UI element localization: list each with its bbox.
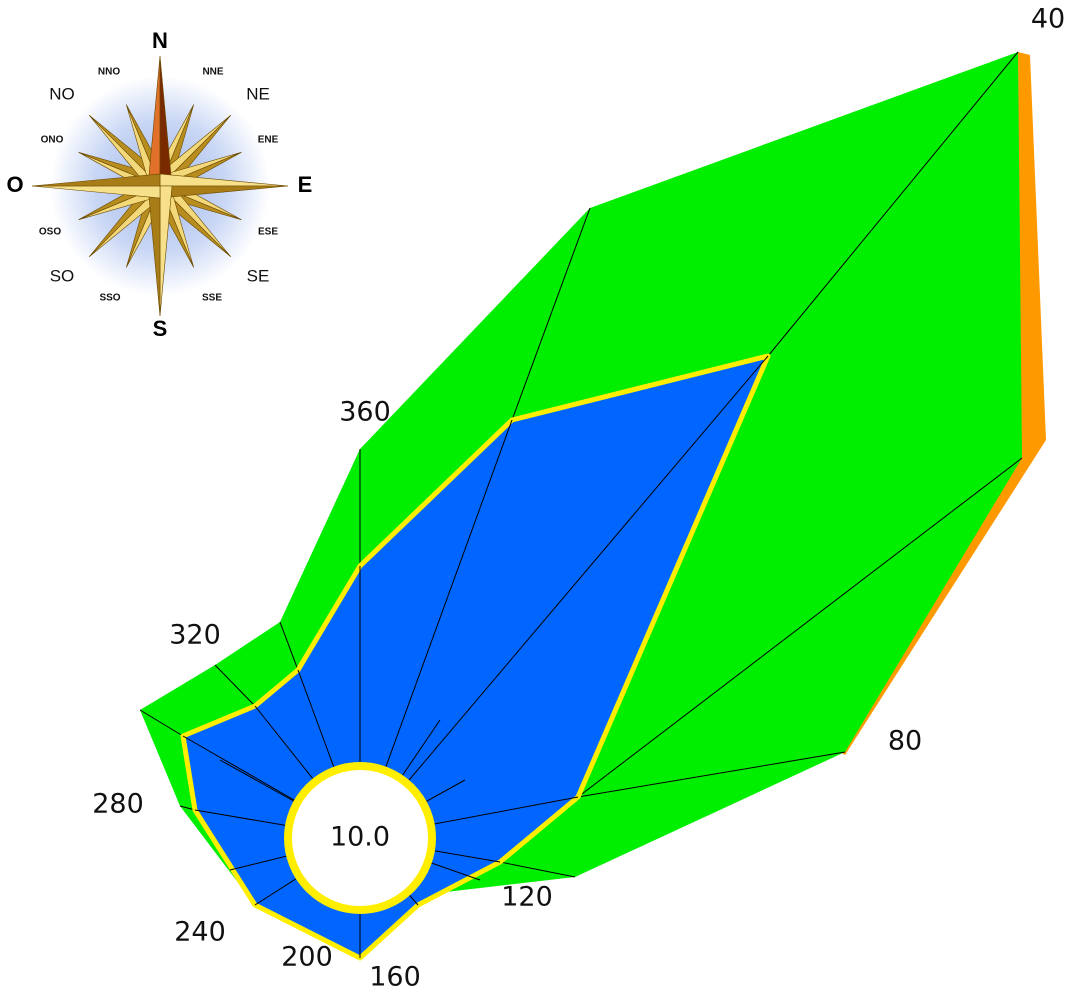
- center-label: 10.0: [330, 822, 390, 853]
- compass-label: E: [298, 172, 313, 197]
- compass-label: O: [6, 172, 23, 197]
- direction-label: 240: [174, 917, 226, 948]
- compass-label: NE: [246, 84, 270, 103]
- compass-label: N: [152, 28, 168, 53]
- compass-label: NNO: [98, 67, 120, 78]
- compass-label: ESE: [258, 227, 278, 238]
- compass-label: OSO: [39, 227, 61, 238]
- compass-label: SSO: [99, 293, 120, 304]
- outer-area-edge: [840, 52, 1046, 755]
- compass-rose: N NNE NE ENE E ESE SE SSE S SSO SO OSO O ONO NO NNO: [6, 28, 312, 341]
- direction-label: 80: [888, 726, 922, 757]
- rose: 10.0 40 80 120 160 200 240 280 320 360: [92, 4, 1065, 993]
- compass-label: S: [153, 316, 168, 341]
- direction-label: 280: [92, 789, 144, 820]
- compass-label: ONO: [41, 135, 64, 146]
- center-circle: [284, 762, 436, 914]
- compass-label: SE: [247, 266, 270, 285]
- direction-label: 40: [1031, 4, 1065, 35]
- compass-label: ENE: [258, 135, 279, 146]
- compass-label: SSE: [202, 293, 222, 304]
- compass-label: NNE: [202, 67, 223, 78]
- compass-label: SO: [50, 266, 75, 285]
- compass-label: NO: [49, 84, 75, 103]
- direction-label: 320: [169, 620, 221, 651]
- direction-label: 120: [501, 882, 553, 913]
- compass-spike: [31, 173, 161, 187]
- direction-label: 200: [281, 942, 333, 973]
- direction-label: 360: [339, 397, 391, 428]
- direction-label: 160: [369, 962, 421, 993]
